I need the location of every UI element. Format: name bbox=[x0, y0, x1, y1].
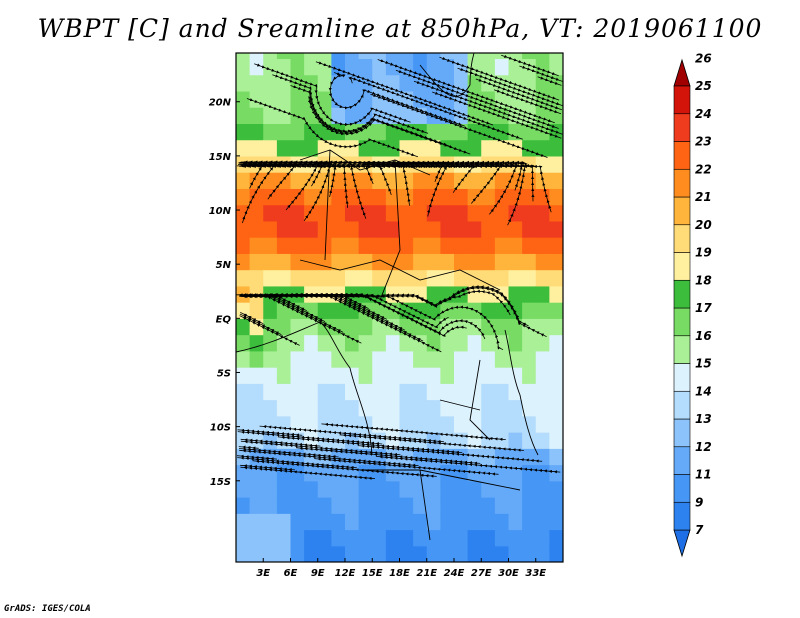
y-tick-label: 15S bbox=[210, 477, 231, 488]
x-tick-label: 33E bbox=[525, 568, 546, 579]
colorbar-label: 22 bbox=[695, 162, 712, 176]
chart-title: WBPT [C] and Sreamline at 850hPa, VT: 20… bbox=[37, 14, 763, 43]
colorbar-label: 20 bbox=[695, 218, 712, 232]
y-tick-label: 5N bbox=[216, 260, 232, 271]
colorbar-segment bbox=[673, 501, 691, 531]
y-tick-label: 5S bbox=[217, 368, 231, 379]
colorbar-label: 17 bbox=[695, 301, 712, 315]
grads-credit: GrADS: IGES/COLA bbox=[4, 604, 91, 614]
x-tick-label: 18E bbox=[389, 568, 410, 579]
colorbar-segment bbox=[673, 363, 691, 392]
colorbar-label: 13 bbox=[695, 412, 712, 426]
x-tick-label: 21E bbox=[416, 568, 437, 579]
y-axis-ticks: 20N 15N 10N 5N EQ 5S 10S 15S bbox=[209, 98, 240, 488]
colorbar-segment bbox=[673, 168, 691, 198]
x-tick-label: 24E bbox=[444, 568, 465, 579]
colorbar-segment bbox=[673, 446, 691, 475]
colorbar-label: 12 bbox=[695, 440, 712, 454]
x-tick-label: 27E bbox=[471, 568, 492, 579]
x-tick-label: 15E bbox=[362, 568, 383, 579]
x-tick-label: 9E bbox=[311, 568, 325, 579]
colorbar-segment bbox=[673, 113, 691, 142]
colorbar: 7 9 11 12 13 14 15 16 17 18 19 20 21 22 23 24 25 26 bbox=[673, 51, 712, 558]
y-tick-label: 10S bbox=[210, 423, 231, 434]
colorbar-label: 14 bbox=[695, 384, 712, 398]
colorbar-min-arrow bbox=[673, 529, 691, 558]
streamlines bbox=[236, 54, 563, 480]
y-tick-label: 20N bbox=[209, 98, 232, 109]
colorbar-segment bbox=[673, 224, 691, 253]
colorbar-segment bbox=[673, 141, 691, 170]
colorbar-segment bbox=[673, 85, 691, 115]
y-tick-label: 10N bbox=[209, 206, 232, 217]
colorbar-label: 9 bbox=[695, 495, 703, 509]
colorbar-label: 18 bbox=[695, 273, 712, 287]
x-tick-label: 6E bbox=[284, 568, 298, 579]
y-tick-label: 15N bbox=[209, 152, 232, 163]
colorbar-label: 16 bbox=[695, 329, 712, 343]
colorbar-segment bbox=[673, 279, 691, 309]
y-tick-label: EQ bbox=[216, 314, 232, 325]
colorbar-segment bbox=[673, 307, 691, 337]
colorbar-label: 11 bbox=[695, 468, 712, 482]
colorbar-label: 26 bbox=[695, 51, 712, 65]
colorbar-label: 15 bbox=[695, 357, 712, 371]
x-tick-label: 12E bbox=[335, 568, 356, 579]
colorbar-max-arrow bbox=[673, 58, 691, 87]
colorbar-label: 7 bbox=[695, 523, 704, 537]
colorbar-label: 25 bbox=[695, 79, 712, 93]
colorbar-segment bbox=[673, 196, 691, 226]
colorbar-segment bbox=[673, 335, 691, 364]
colorbar-label: 24 bbox=[695, 107, 712, 121]
x-tick-label: 3E bbox=[256, 568, 270, 579]
colorbar-label: 23 bbox=[695, 135, 712, 149]
colorbar-segment bbox=[673, 418, 691, 448]
colorbar-label: 21 bbox=[695, 190, 712, 204]
colorbar-segment bbox=[673, 390, 691, 420]
colorbar-segment bbox=[673, 474, 691, 503]
colorbar-segment bbox=[673, 252, 691, 281]
x-axis-ticks: 3E 6E 9E 12E 15E 18E 21E 24E 27E 30E 33E bbox=[256, 558, 546, 579]
colorbar-label: 19 bbox=[695, 246, 712, 260]
x-tick-label: 30E bbox=[498, 568, 519, 579]
